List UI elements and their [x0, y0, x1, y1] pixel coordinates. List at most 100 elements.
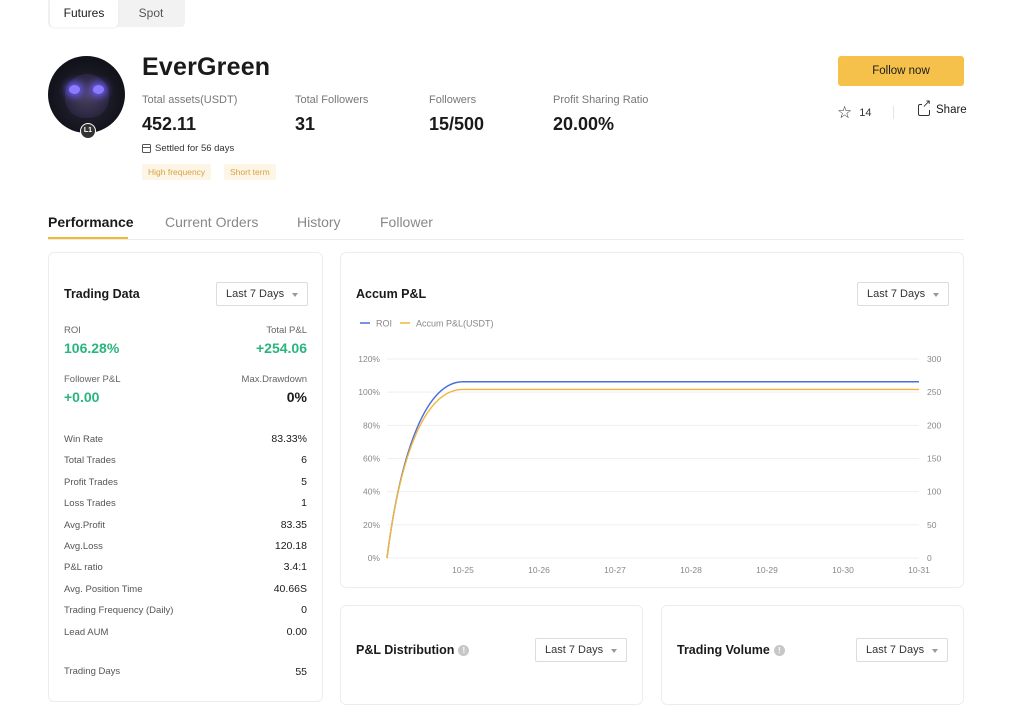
action-divider	[893, 106, 894, 119]
trading-days-label: Trading Days	[64, 666, 121, 677]
chevron-down-icon	[932, 649, 938, 653]
stat-label-total-assets: Total assets(USDT)	[142, 94, 238, 106]
trading-data-card: Trading Data Last 7 Days ROI 106.28% Tot…	[48, 252, 323, 702]
stat-row-label: Win Rate	[64, 434, 104, 445]
y-left-tick-label: 0%	[368, 553, 381, 563]
favorite-button[interactable]: ☆ 14	[837, 104, 872, 121]
stat-row-value: 83.35	[280, 518, 307, 531]
trading-volume-title: Trading Volume	[677, 643, 770, 657]
roi-value: 106.28%	[64, 340, 120, 356]
x-tick-label: 10-26	[528, 565, 550, 575]
y-right-tick-label: 100	[927, 487, 941, 497]
share-button[interactable]: Share	[918, 99, 967, 116]
stat-row-label: Avg. Position Time	[64, 583, 143, 595]
accum-pnl-title: Accum P&L	[356, 287, 427, 301]
settled-text: Settled for 56 days	[155, 143, 235, 154]
stat-value-total-followers: 31	[295, 114, 316, 134]
stat-row-label: Loss Trades	[64, 498, 116, 510]
x-tick-label: 10-30	[832, 565, 854, 575]
favorites-count: 14	[859, 106, 872, 119]
stat-row-label: Total Trades	[64, 455, 116, 467]
share-label: Share	[936, 104, 967, 116]
trading-volume-period-select[interactable]: Last 7 Days	[856, 638, 948, 662]
star-icon: ☆	[837, 103, 853, 122]
stat-value-total-assets: 452.11	[142, 114, 197, 134]
tab-history[interactable]: History	[297, 214, 341, 230]
tab-spot[interactable]: Spot	[138, 6, 164, 20]
pnl-distribution-period-select[interactable]: Last 7 Days	[535, 638, 627, 662]
stat-label-profit-sharing: Profit Sharing Ratio	[553, 94, 649, 106]
accum-pnl-card: Accum P&L Last 7 Days ROI Accum P&L(USDT)…	[340, 252, 964, 588]
y-left-tick-label: 60%	[363, 454, 380, 464]
follower-pnl-label: Follower P&L	[64, 374, 121, 385]
y-left-tick-label: 40%	[363, 487, 380, 497]
stat-value-profit-sharing: 20.00%	[553, 114, 615, 134]
pnl-distribution-header: P&L Distribution!	[356, 643, 470, 657]
y-right-tick-label: 300	[927, 354, 941, 364]
tab-current-orders[interactable]: Current Orders	[165, 214, 259, 230]
trading-data-period-select[interactable]: Last 7 Days	[216, 282, 308, 306]
settled-info: Settled for 56 days	[142, 143, 234, 154]
max-drawdown-value: 0%	[286, 389, 307, 405]
tab-performance[interactable]: Performance	[48, 214, 134, 230]
avatar	[48, 56, 125, 133]
y-left-tick-label: 120%	[358, 354, 380, 364]
stat-row-label: Profit Trades	[64, 476, 118, 488]
trading-data-period-value: Last 7 Days	[226, 288, 285, 300]
accum-pnl-period-select[interactable]: Last 7 Days	[857, 282, 949, 306]
market-tabs: Futures Spot	[48, 0, 185, 27]
y-left-tick-label: 100%	[358, 387, 380, 397]
total-pnl-label: Total P&L	[266, 325, 307, 336]
trading-data-title: Trading Data	[64, 287, 140, 301]
y-right-tick-label: 0	[927, 553, 932, 563]
stat-row-label: Lead AUM	[64, 626, 109, 638]
max-drawdown-label: Max.Drawdown	[241, 374, 307, 385]
y-right-tick-label: 150	[927, 454, 941, 464]
tab-futures[interactable]: Futures	[50, 0, 118, 27]
info-icon[interactable]: !	[458, 645, 470, 657]
level-badge: L1	[80, 123, 96, 139]
nav-divider	[48, 239, 964, 240]
stat-row-value: 3.4:1	[283, 561, 307, 574]
series-line-accum-pnl	[386, 388, 919, 559]
chevron-down-icon	[933, 293, 939, 297]
tab-follower[interactable]: Follower	[380, 214, 433, 230]
chevron-down-icon	[611, 649, 617, 653]
trading-volume-card: Trading Volume! Last 7 Days	[661, 605, 964, 705]
stat-row-value: 120.18	[274, 540, 307, 552]
trading-volume-header: Trading Volume!	[677, 643, 785, 657]
follow-now-button[interactable]: Follow now	[838, 56, 964, 86]
accum-pnl-period-value: Last 7 Days	[867, 288, 926, 300]
y-right-tick-label: 50	[927, 520, 937, 530]
trading-days-value: 55	[295, 666, 307, 678]
stat-label-followers: Followers	[429, 94, 477, 106]
calendar-icon	[142, 144, 151, 153]
y-right-tick-label: 250	[927, 387, 941, 397]
follower-pnl-value: +0.00	[64, 389, 100, 405]
stat-row-value: 6	[301, 454, 307, 467]
stat-row-value: 1	[301, 497, 307, 510]
pnl-distribution-card: P&L Distribution! Last 7 Days	[340, 605, 643, 705]
stat-label-total-followers: Total Followers	[295, 94, 369, 106]
x-tick-label: 10-31	[908, 565, 930, 575]
tag-high-frequency: High frequency	[142, 164, 212, 180]
legend-label: ROI	[376, 319, 392, 329]
tag-short-term: Short term	[224, 164, 276, 180]
series-line-roi	[386, 381, 919, 559]
stat-value-followers: 15/500	[429, 114, 485, 134]
y-right-tick-label: 200	[927, 420, 941, 430]
stat-row-value: 0.00	[286, 625, 307, 638]
stat-row-value: 5	[301, 475, 307, 488]
total-pnl-value: +254.06	[256, 340, 307, 356]
stat-row-value: 0	[301, 604, 307, 617]
y-left-tick-label: 20%	[363, 520, 380, 530]
x-tick-label: 10-25	[452, 565, 474, 575]
stat-row-label: Trading Frequency (Daily)	[64, 605, 174, 617]
info-icon[interactable]: !	[773, 645, 785, 657]
roi-label: ROI	[64, 325, 81, 336]
x-tick-label: 10-28	[680, 565, 702, 575]
legend-label: Accum P&L(USDT)	[416, 319, 494, 329]
chevron-down-icon	[292, 293, 298, 297]
pnl-distribution-period-value: Last 7 Days	[545, 644, 604, 656]
active-tab-indicator	[48, 237, 128, 239]
